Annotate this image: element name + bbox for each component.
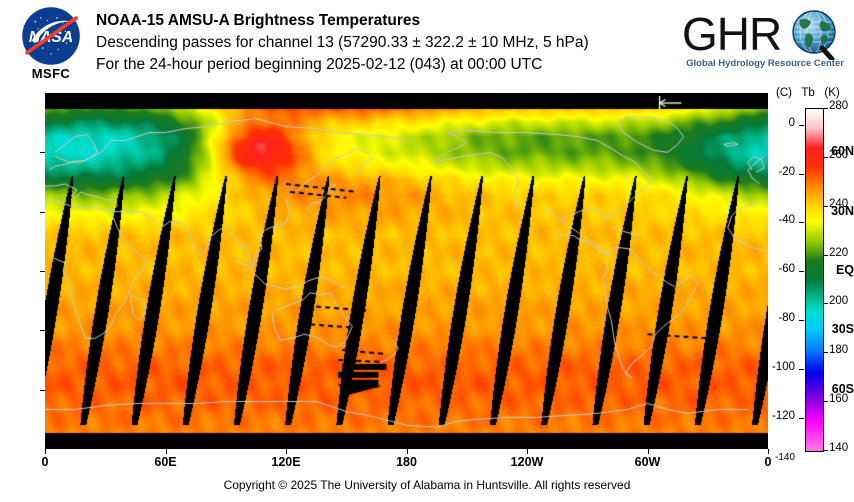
colorbar-label-celsius--120: -120 xyxy=(771,409,795,422)
lat-label-30N: 30N xyxy=(831,203,854,218)
lon-tick xyxy=(406,449,408,454)
colorbar-tick-kelvin xyxy=(823,156,828,158)
lon-label-120W: 120W xyxy=(510,455,544,469)
ghrc-wordmark-icon: GHR xyxy=(682,8,836,60)
colorbar[interactable] xyxy=(805,108,824,452)
title-subline-channel: Descending passes for channel 13 (57290.… xyxy=(96,34,589,51)
copyright-notice: Copyright © 2025 The University of Alaba… xyxy=(223,478,631,492)
nasa-logo: NASA MSFC xyxy=(12,4,90,86)
lat-label-60S: 60S xyxy=(831,381,854,396)
colorbar-tick-celsius xyxy=(799,173,804,175)
ghrc-logo: GHR Global Hydrology Resource Center xyxy=(682,8,848,80)
lon-tick xyxy=(45,449,46,454)
lon-tick xyxy=(286,449,287,454)
colorbar-tick-celsius xyxy=(799,417,804,419)
lat-tick xyxy=(40,211,45,213)
colorbar-tick-kelvin xyxy=(823,401,828,403)
colorbar-label-kelvin-220: 220 xyxy=(829,246,849,259)
colorbar-gradient xyxy=(806,109,823,451)
colorbar-tick-celsius xyxy=(799,124,804,126)
lon-tick xyxy=(768,449,769,454)
lon-tick xyxy=(647,449,649,454)
nasa-meatball-icon: NASA xyxy=(22,7,80,65)
colorbar-tick-kelvin xyxy=(823,254,828,256)
page-title: NOAA-15 AMSU-A Brightness Temperatures xyxy=(96,12,421,29)
lat-tick xyxy=(40,330,45,332)
colorbar-label-celsius--40: -40 xyxy=(778,214,795,227)
colorbar-unit-celsius: (C) xyxy=(776,87,792,99)
colorbar-unit-kelvin: (K) xyxy=(824,87,840,99)
colorbar-label-celsius--60: -60 xyxy=(778,263,795,276)
colorbar-tick-celsius xyxy=(799,271,804,273)
svg-text:GHR: GHR xyxy=(682,8,781,60)
colorbar-header: (C) Tb (K) xyxy=(776,87,840,99)
ghrc-subtitle: Global Hydrology Resource Center xyxy=(686,58,844,69)
lon-label-0: 0 xyxy=(764,455,772,469)
lat-tick xyxy=(40,152,45,154)
lon-tick xyxy=(165,449,167,454)
lon-label-120E: 120E xyxy=(271,455,301,469)
colorbar-label-kelvin-260: 260 xyxy=(829,148,849,161)
lat-tick xyxy=(40,389,45,391)
colorbar-tick-kelvin xyxy=(823,352,828,354)
page-header: NASA MSFC NOAA-15 AMSU-A Brightness Temp… xyxy=(0,0,854,90)
colorbar-label-celsius--100: -100 xyxy=(771,361,795,374)
colorbar-label-kelvin-180: 180 xyxy=(829,344,849,357)
lat-label-60N: 60N xyxy=(831,144,854,159)
title-subline-period: For the 24-hour period beginning 2025-02… xyxy=(96,56,543,73)
colorbar-label-kelvin-140: 140 xyxy=(829,442,849,454)
brightness-temperature-map[interactable] xyxy=(45,93,768,449)
colorbar-tick-celsius xyxy=(799,222,804,224)
lat-tick xyxy=(40,271,45,272)
lon-label-60W: 60W xyxy=(634,455,661,469)
lon-label-60E: 60E xyxy=(154,455,177,469)
colorbar-tick-celsius xyxy=(799,369,804,371)
colorbar-tick-kelvin xyxy=(823,108,828,109)
colorbar-label-celsius--140: -140 xyxy=(774,452,795,463)
colorbar-label-kelvin-160: 160 xyxy=(829,393,849,406)
lon-label-180: 180 xyxy=(396,455,417,469)
title-block: NOAA-15 AMSU-A Brightness Temperatures D… xyxy=(96,10,676,76)
colorbar-tick-kelvin xyxy=(823,303,828,305)
colorbar-label-kelvin-240: 240 xyxy=(829,197,849,210)
colorbar-tick-kelvin xyxy=(823,205,828,207)
colorbar-tick-celsius xyxy=(799,320,804,322)
colorbar-quantity: Tb xyxy=(801,87,815,99)
colorbar-label-kelvin-280: 280 xyxy=(829,100,849,112)
lat-label-30S: 30S xyxy=(831,322,854,337)
nasa-center-label: MSFC xyxy=(31,66,71,81)
lon-label-0: 0 xyxy=(41,455,49,469)
colorbar-label-celsius--80: -80 xyxy=(778,312,795,325)
lon-tick xyxy=(527,449,528,454)
map-raster xyxy=(45,93,768,449)
colorbar-label-celsius--20: -20 xyxy=(778,165,795,178)
colorbar-label-celsius-0: 0 xyxy=(788,116,795,129)
colorbar-tick-kelvin xyxy=(823,450,828,451)
colorbar-label-kelvin-200: 200 xyxy=(829,295,849,308)
lat-label-EQ: EQ xyxy=(835,263,854,277)
